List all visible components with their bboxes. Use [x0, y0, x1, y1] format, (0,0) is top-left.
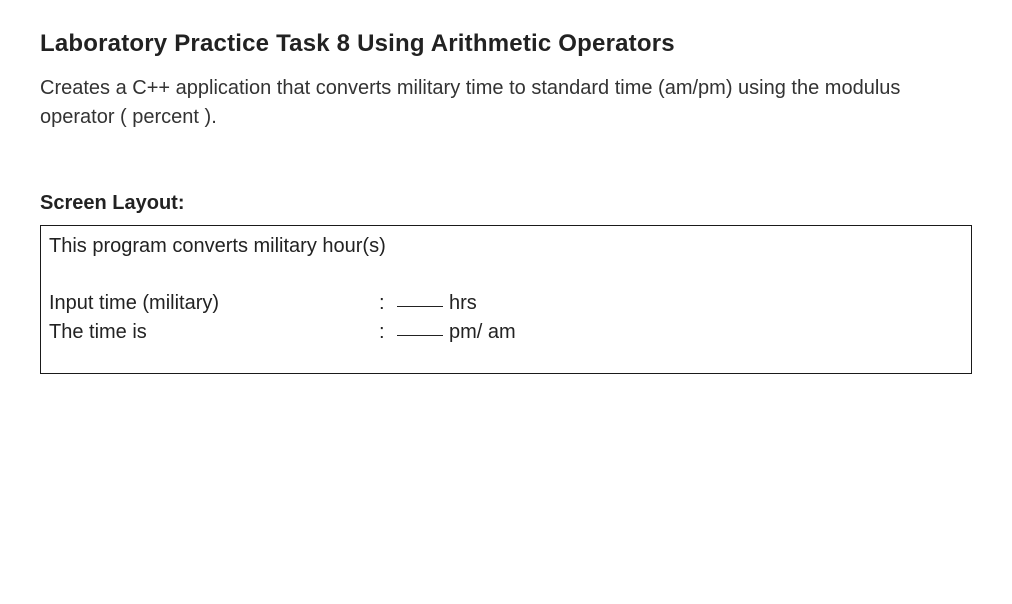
- row-colon: :: [379, 318, 393, 347]
- layout-row-input: Input time (military) : hrs: [49, 289, 963, 318]
- layout-row-output: The time is : pm/ am: [49, 318, 963, 347]
- row-label: The time is: [49, 318, 379, 347]
- task-description: Creates a C++ application that converts …: [40, 74, 950, 132]
- fill-blank: [397, 335, 443, 336]
- document-page: Laboratory Practice Task 8 Using Arithme…: [0, 0, 1012, 404]
- screen-layout-box: This program converts military hour(s) I…: [40, 225, 972, 374]
- screen-layout-heading: Screen Layout:: [40, 192, 972, 215]
- row-suffix: pm/ am: [449, 318, 516, 347]
- row-label: Input time (military): [49, 289, 379, 318]
- row-suffix: hrs: [449, 289, 477, 318]
- row-colon: :: [379, 289, 393, 318]
- layout-header-line: This program converts military hour(s): [49, 232, 963, 261]
- fill-blank: [397, 306, 443, 307]
- page-title: Laboratory Practice Task 8 Using Arithme…: [40, 30, 972, 58]
